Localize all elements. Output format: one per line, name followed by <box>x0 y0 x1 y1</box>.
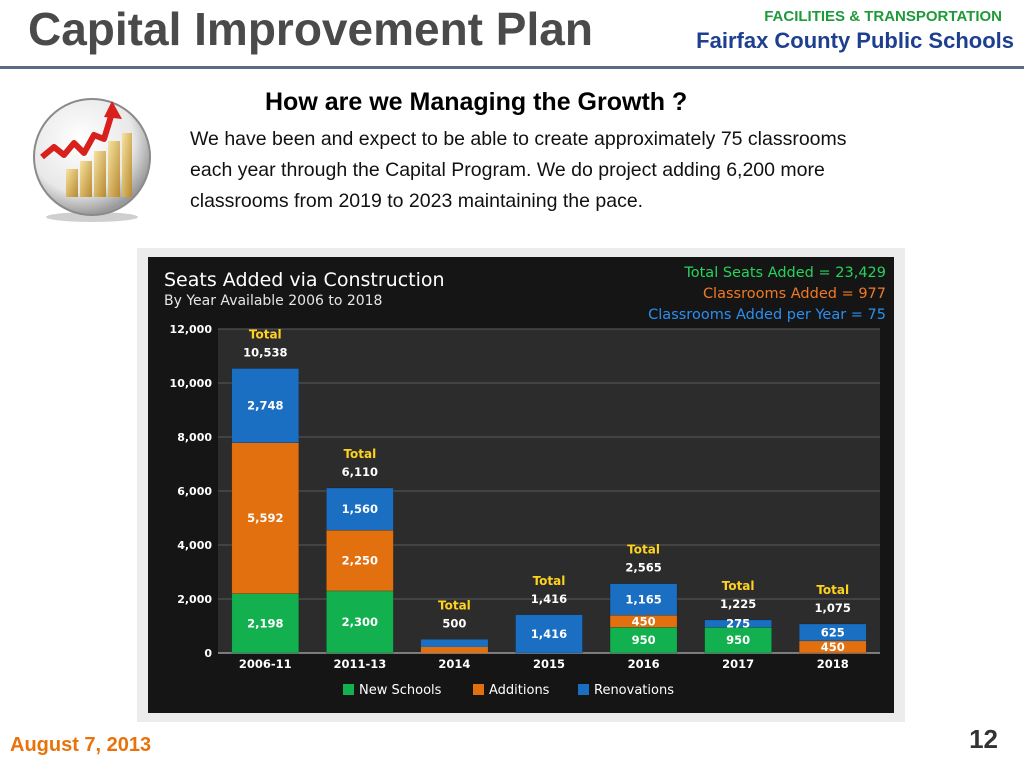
y-tick-label: 0 <box>204 647 212 660</box>
chart-summary-0: Total Seats Added = 23,429 <box>683 265 886 281</box>
bar-segment-renovations <box>609 583 678 616</box>
legend-label: Renovations <box>594 683 674 698</box>
bar-segment-renovations <box>515 614 583 654</box>
segment-label: 950 <box>632 633 656 647</box>
segment-label: 1,560 <box>342 502 378 516</box>
y-tick-label: 6,000 <box>177 485 212 498</box>
chart-title: Seats Added via Construction <box>164 269 445 291</box>
segment-label: 450 <box>632 614 656 628</box>
total-label: 6,110 <box>342 465 378 479</box>
total-word: Total <box>722 579 755 593</box>
header-divider <box>0 66 1024 69</box>
x-tick-label: 2006-11 <box>239 657 292 671</box>
chart-summary-2: Classrooms Added per Year = 75 <box>648 307 886 323</box>
x-tick-label: 2014 <box>438 657 470 671</box>
x-tick-label: 2018 <box>817 657 849 671</box>
bar-segment-additions <box>231 442 300 594</box>
bar-segment-renovations <box>231 368 300 443</box>
page-number: 12 <box>969 724 998 754</box>
segment-label: 1,416 <box>531 627 567 641</box>
y-tick-label: 8,000 <box>177 431 212 444</box>
total-label: 10,538 <box>243 345 287 359</box>
total-label: 1,416 <box>531 592 567 606</box>
bar-segment-renovations <box>420 639 488 647</box>
bar-segment-new-schools <box>231 593 300 654</box>
chart-svg: Seats Added via Construction By Year Avai… <box>164 265 886 698</box>
growth-chart-icon <box>33 98 151 222</box>
x-tick-label: 2017 <box>722 657 754 671</box>
total-word: Total <box>343 447 376 461</box>
chart-subtitle: By Year Available 2006 to 2018 <box>164 293 382 309</box>
y-tick-label: 2,000 <box>177 593 212 606</box>
segment-label: 450 <box>821 640 845 654</box>
legend-label: Additions <box>489 683 550 698</box>
footer-date: August 7, 2013 <box>10 734 152 756</box>
total-word: Total <box>533 574 566 588</box>
bar-segment-renovations <box>798 623 867 642</box>
total-label: 1,075 <box>815 601 851 615</box>
segment-label: 1,165 <box>625 592 661 606</box>
bar-segment-new-schools <box>609 627 678 654</box>
section-question: How are we Managing the Growth ? <box>265 88 688 116</box>
seats-chart: Seats Added via Construction By Year Avai… <box>148 257 894 713</box>
x-tick-label: 2016 <box>628 657 660 671</box>
total-label: 2,565 <box>625 561 661 575</box>
segment-label: 625 <box>821 625 845 639</box>
bar-segment-additions <box>420 646 488 653</box>
y-tick-label: 4,000 <box>177 539 212 552</box>
segment-label: 950 <box>726 633 750 647</box>
segment-label: 2,250 <box>342 554 378 568</box>
total-word: Total <box>816 583 849 597</box>
chart-summary-1: Classrooms Added = 977 <box>703 286 886 302</box>
x-tick-label: 2011-13 <box>333 657 386 671</box>
segment-label: 2,198 <box>247 616 283 630</box>
total-word: Total <box>249 327 282 341</box>
total-label: 1,225 <box>720 597 756 611</box>
legend-swatch-new-schools <box>343 684 354 695</box>
y-tick-label: 10,000 <box>170 377 213 390</box>
bar-segment-renovations <box>326 487 394 531</box>
y-tick-label: 12,000 <box>170 323 213 336</box>
segment-label: 275 <box>726 617 750 631</box>
total-word: Total <box>627 543 660 557</box>
legend-swatch-renovations <box>578 684 589 695</box>
bar-segment-renovations <box>704 619 772 628</box>
legend-swatch-additions <box>473 684 484 695</box>
organization-label: Fairfax County Public Schools <box>696 28 1014 53</box>
total-label: 500 <box>442 617 466 631</box>
segment-label: 2,748 <box>247 399 283 413</box>
section-body: We have been and expect to be able to cr… <box>190 128 847 212</box>
segment-label: 2,300 <box>342 615 378 629</box>
total-word: Total <box>438 599 471 613</box>
segment-label: 5,592 <box>247 511 283 525</box>
page-title: Capital Improvement Plan <box>28 3 593 55</box>
bar-segment-additions <box>609 614 678 628</box>
department-label: FACILITIES & TRANSPORTATION <box>764 8 1002 25</box>
x-tick-label: 2015 <box>533 657 565 671</box>
legend-label: New Schools <box>359 683 442 698</box>
bar-segment-new-schools <box>326 590 394 654</box>
bar-segment-new-schools <box>704 627 772 654</box>
